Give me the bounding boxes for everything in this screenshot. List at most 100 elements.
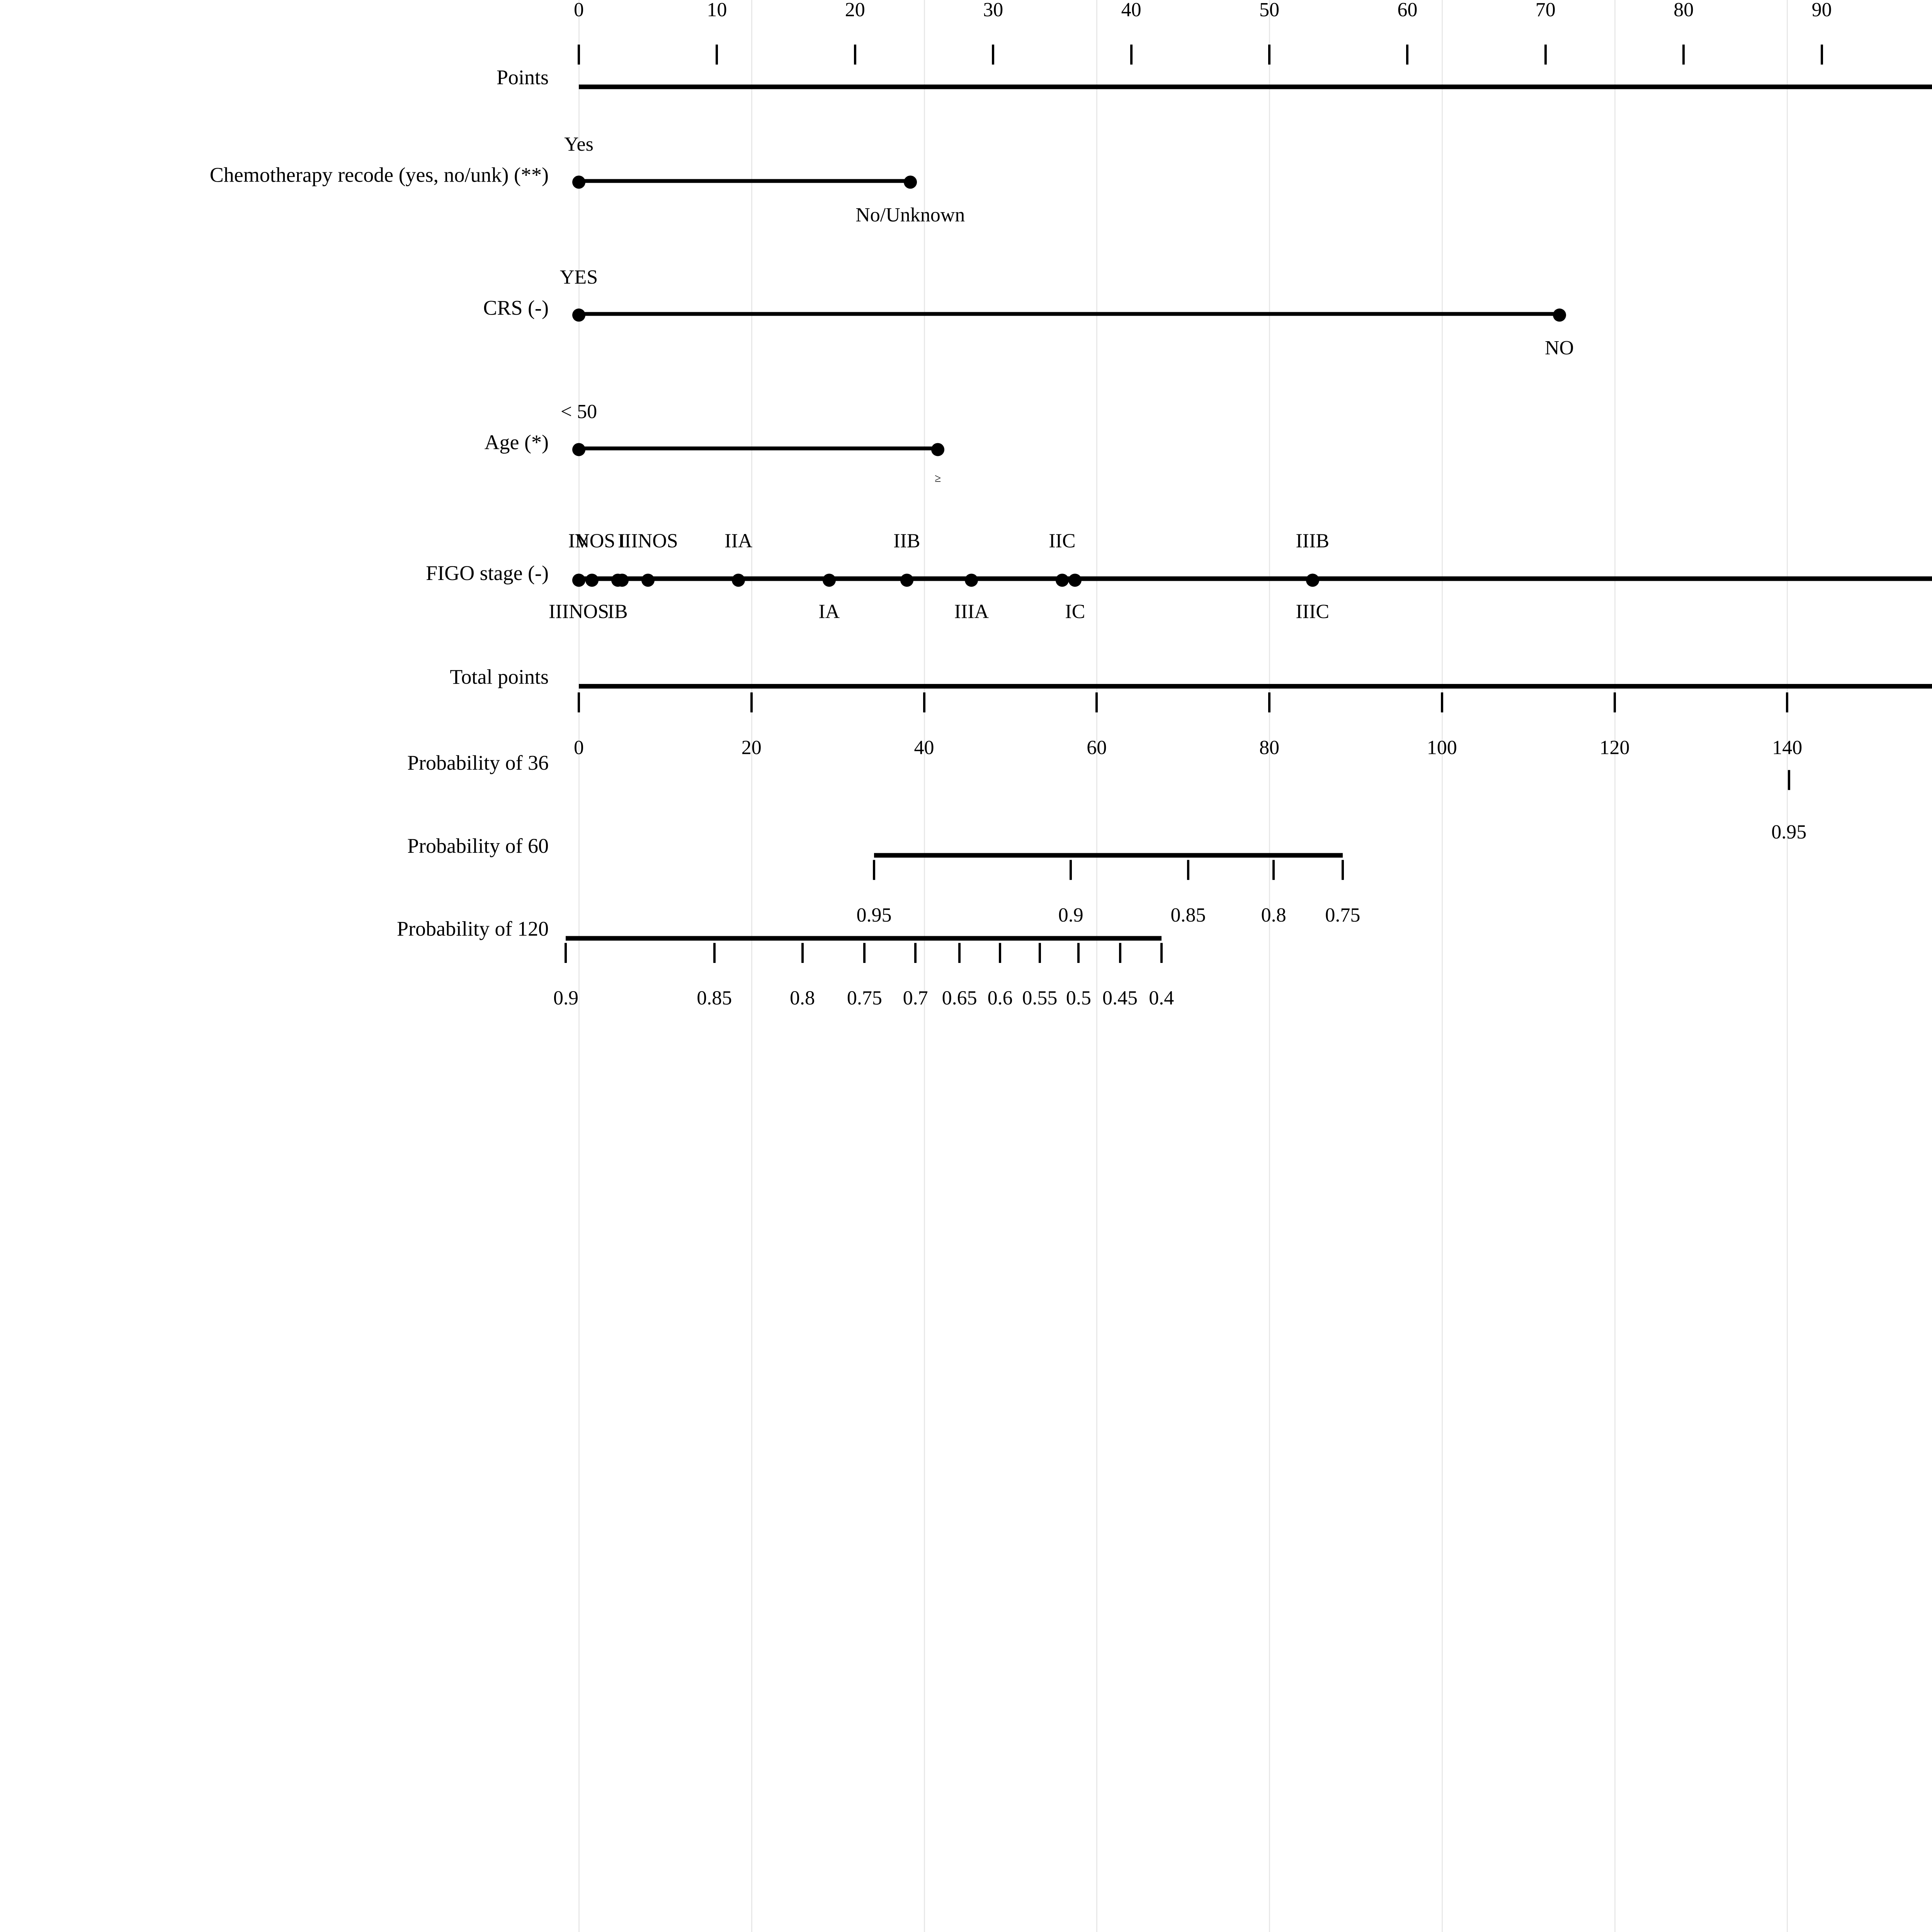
predictor-level-label: NO <box>1544 337 1574 359</box>
total-points-axis-tick-label: 60 <box>1087 736 1107 759</box>
points-axis-tick-label: 50 <box>1259 0 1279 21</box>
figo-level-dot <box>900 573 913 587</box>
figo-level-label: IIIC <box>1296 600 1330 623</box>
points-axis-tick <box>992 44 995 65</box>
row-label-p120: Probability of 120 <box>397 917 549 940</box>
row-label-crs: CRS (-) <box>483 296 549 320</box>
figo-level-dot <box>732 573 745 587</box>
total-points-axis-tick <box>578 692 580 713</box>
total-points-axis-tick-label: 20 <box>741 736 762 759</box>
figo-level-dot <box>1068 573 1082 587</box>
probability-axis-line <box>566 936 1162 940</box>
probability-axis-tick-label: 0.4 <box>1149 987 1174 1009</box>
points-axis-tick <box>854 44 856 65</box>
probability-axis-tick <box>872 860 875 880</box>
figo-level-label: INOS <box>568 530 616 552</box>
total-points-axis-tick-label: 120 <box>1599 736 1630 759</box>
points-axis-tick-label: 80 <box>1673 0 1694 21</box>
row-label-points: Points <box>496 66 549 89</box>
probability-axis-tick-label: 0.95 <box>856 904 892 926</box>
probability-axis-tick <box>958 943 961 963</box>
probability-axis-tick-label: 0.45 <box>1102 987 1138 1009</box>
figo-level-dot <box>641 573 655 587</box>
figo-level-label: IC <box>1065 600 1085 623</box>
points-axis-tick <box>1682 44 1685 65</box>
points-axis-tick <box>1820 44 1823 65</box>
total-points-axis-tick <box>1095 692 1098 713</box>
total-points-axis-tick <box>1613 692 1616 713</box>
probability-axis-tick-label: 0.6 <box>987 987 1013 1009</box>
figo-level-label: I <box>619 530 626 552</box>
probability-axis-tick-label: 0.65 <box>942 987 977 1009</box>
points-axis-tick-label: 30 <box>983 0 1003 21</box>
row-label-p60: Probability of 60 <box>407 834 549 857</box>
figo-level-dot <box>615 573 629 587</box>
points-axis-tick-label: 0 <box>574 0 584 21</box>
points-axis-tick <box>1406 44 1409 65</box>
predictor-level-dot <box>1553 308 1566 322</box>
probability-axis-tick-label: 0.9 <box>553 987 578 1009</box>
points-axis-tick <box>716 44 718 65</box>
row-label-figo: FIGO stage (-) <box>426 561 549 585</box>
gridline <box>751 0 752 1932</box>
probability-axis-tick-label: 0.9 <box>1058 904 1083 926</box>
figo-level-label: IIINOS <box>617 530 678 552</box>
gridline <box>578 0 580 1932</box>
probability-axis-tick-label: 0.95 <box>1771 821 1807 844</box>
probability-axis-tick-label: 0.85 <box>697 987 732 1009</box>
total-points-axis-tick-label: 40 <box>914 736 934 759</box>
gridline <box>923 0 925 1932</box>
predictor-level-label: ≥ <box>935 472 941 485</box>
predictor-level-label: No/Unknown <box>855 204 965 226</box>
predictor-level-label: < 50 <box>560 401 597 423</box>
probability-axis-tick-label: 0.55 <box>1022 987 1058 1009</box>
gridline <box>1096 0 1098 1932</box>
predictor-level-dot <box>572 443 585 456</box>
probability-axis-tick <box>1077 943 1080 963</box>
total-points-axis-tick <box>1786 692 1789 713</box>
predictor-level-label: YES <box>560 266 598 289</box>
figo-level-label: IB <box>607 600 628 623</box>
probability-axis-tick-label: 0.8 <box>1261 904 1286 926</box>
predictor-level-dot <box>572 175 585 189</box>
probability-axis-tick-label: 0.75 <box>847 987 882 1009</box>
points-axis-tick <box>1130 44 1133 65</box>
figo-axis-line <box>579 576 1932 581</box>
row-label-chemo: Chemotherapy recode (yes, no/unk) (**) <box>209 163 549 187</box>
figo-level-dot <box>585 573 599 587</box>
probability-axis-tick <box>1187 860 1190 880</box>
figo-level-dot <box>965 573 978 587</box>
points-axis-tick <box>1544 44 1547 65</box>
row-label-age: Age (*) <box>484 430 549 454</box>
predictor-axis-line <box>579 446 938 450</box>
points-axis-tick-label: 40 <box>1121 0 1141 21</box>
figo-level-label: IA <box>818 600 840 623</box>
predictor-axis-line <box>579 179 910 183</box>
total-points-axis-tick-label: 0 <box>574 736 584 759</box>
points-axis-tick-label: 70 <box>1535 0 1556 21</box>
points-axis-tick <box>1268 44 1270 65</box>
probability-axis-tick <box>713 943 716 963</box>
probability-axis-tick <box>863 943 866 963</box>
probability-axis-tick <box>565 943 567 963</box>
points-axis-tick-label: 60 <box>1397 0 1418 21</box>
figo-level-dot <box>1306 573 1319 587</box>
probability-axis-tick-label: 0.85 <box>1170 904 1206 926</box>
probability-axis-tick-label: 0.5 <box>1066 987 1091 1009</box>
points-axis-tick-label: 90 <box>1811 0 1832 21</box>
figo-level-dot <box>1055 573 1069 587</box>
points-axis-tick-label: 10 <box>707 0 727 21</box>
probability-axis-tick <box>1119 943 1121 963</box>
figo-level-label: IV <box>568 530 590 552</box>
figo-level-dot <box>572 573 585 587</box>
gridline <box>1441 0 1443 1932</box>
figo-level-label: IIC <box>1049 530 1076 552</box>
figo-level-label: IIA <box>724 530 753 552</box>
row-label-p36: Probability of 36 <box>407 751 549 775</box>
figo-level-dot <box>822 573 836 587</box>
predictor-level-label: Yes <box>564 133 594 156</box>
row-label-total: Total points <box>450 665 549 689</box>
figo-level-label: IIIA <box>954 600 989 623</box>
probability-axis-tick <box>999 943 1002 963</box>
